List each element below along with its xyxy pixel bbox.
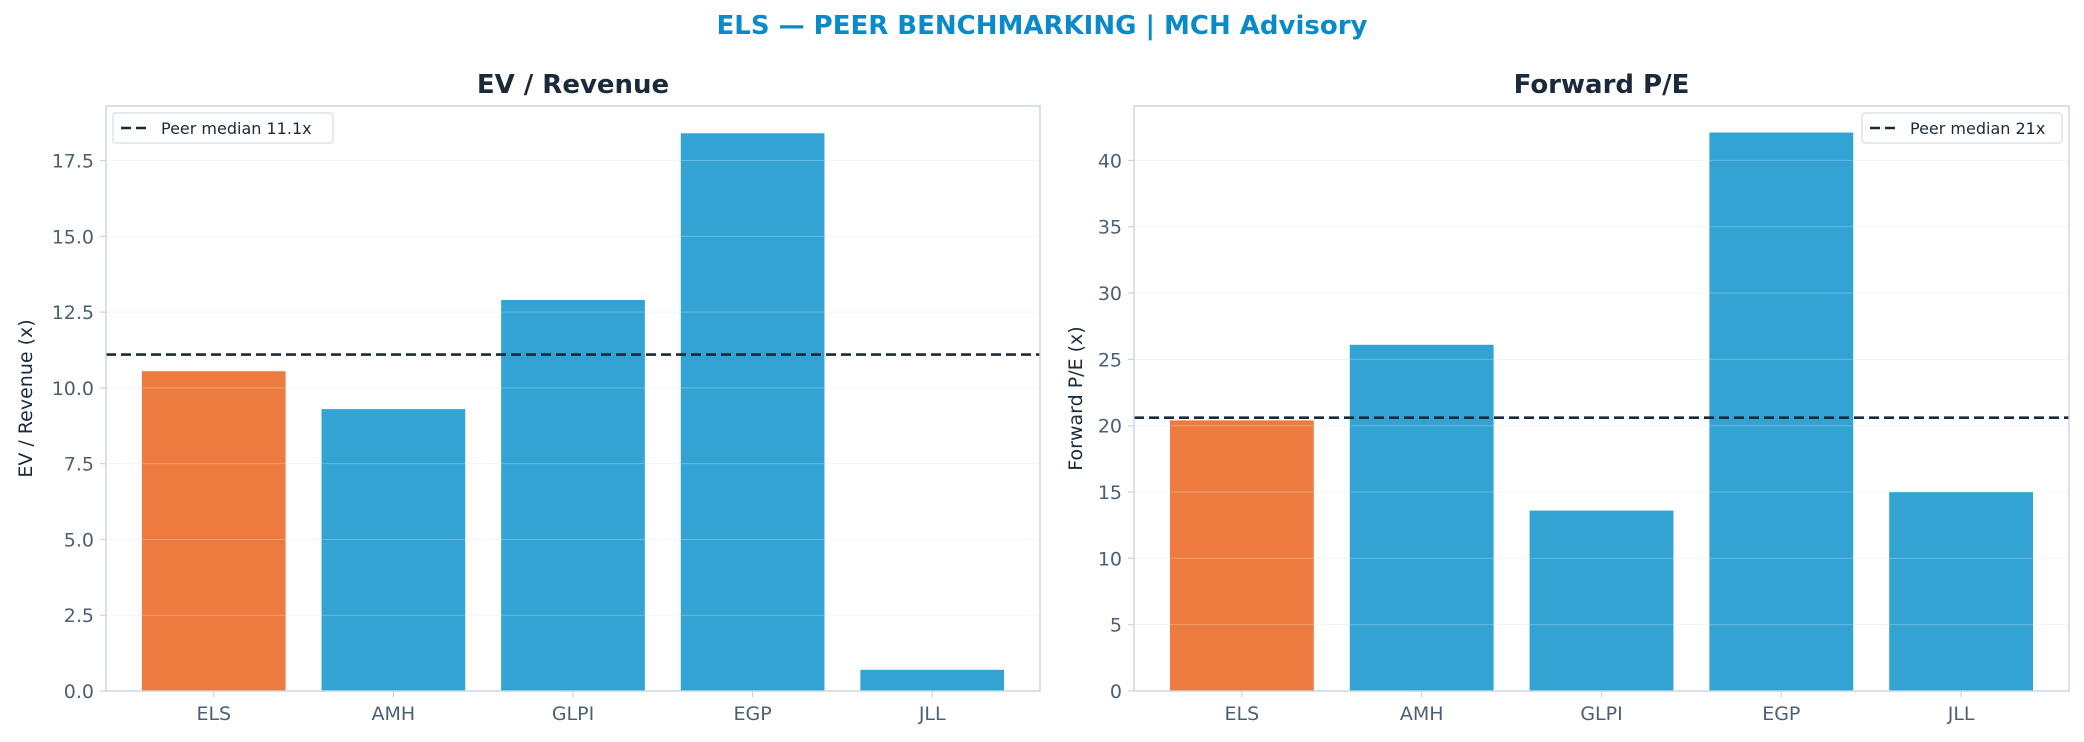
- ev-revenue-ytick-label: 15.0: [52, 226, 94, 248]
- forward-pe-legend-box: [1861, 112, 2063, 144]
- forward-pe-ytick-label: 25: [1098, 349, 1122, 371]
- forward-pe-title: Forward P/E: [1514, 70, 1690, 100]
- forward-pe-ytick-label: 0: [1110, 681, 1122, 703]
- ev-revenue-legend-box: [112, 112, 334, 144]
- forward-pe-ytick-label: 10: [1098, 548, 1122, 570]
- ev-revenue-bar-amh[interactable]: [321, 409, 466, 691]
- ev-revenue-ytick-label: 5.0: [64, 529, 94, 551]
- ev-revenue-ytick-label: 12.5: [52, 302, 94, 324]
- ev-revenue-legend-label: Peer median 11.1x: [161, 119, 312, 138]
- ev-revenue-xtick-label: EGP: [734, 703, 772, 725]
- forward-pe-legend-label: Peer median 21x: [1910, 119, 2045, 138]
- forward-pe-xtick-label: ELS: [1225, 703, 1260, 725]
- forward-pe-bar-glpi[interactable]: [1529, 510, 1674, 691]
- forward-pe-xtick-label: AMH: [1400, 703, 1444, 725]
- forward-pe-legend: Peer median 21x: [1861, 112, 2063, 144]
- ev-revenue-ytick-label: 0.0: [64, 681, 94, 703]
- ev-revenue-ytick-label: 17.5: [52, 151, 94, 173]
- forward-pe-xtick-label: EGP: [1762, 703, 1800, 725]
- ev-revenue-xtick-label: JLL: [918, 703, 946, 725]
- ev-revenue-panel: ELS AMH GLPI EGP JLL 0.0 2.5 5.0 7.5 10.0 12.5 15.0…: [15, 70, 1041, 725]
- forward-pe-xtick-label: JLL: [1947, 703, 1975, 725]
- ev-revenue-bar-glpi[interactable]: [501, 299, 645, 691]
- forward-pe-axes-frame: [1133, 105, 2070, 692]
- ev-revenue-bar-egp[interactable]: [680, 133, 825, 691]
- ev-revenue-xtick-label: GLPI: [552, 703, 594, 725]
- ev-revenue-title: EV / Revenue: [477, 70, 669, 100]
- ev-revenue-axes-frame: [105, 105, 1041, 692]
- forward-pe-panel: ELS AMH GLPI EGP JLL 0 5 10 15 20 25 30 35 40 Forward …: [1065, 70, 2070, 725]
- ev-revenue-legend: Peer median 11.1x: [112, 112, 334, 144]
- ev-revenue-ytick-label: 2.5: [64, 605, 94, 627]
- forward-pe-ytick-label: 5: [1110, 615, 1122, 637]
- forward-pe-ytick-label: 35: [1098, 217, 1122, 239]
- ev-revenue-ytick-label: 10.0: [52, 378, 94, 400]
- forward-pe-bar-amh[interactable]: [1349, 344, 1494, 691]
- forward-pe-ytick-label: 40: [1098, 150, 1122, 172]
- forward-pe-ytick-label: 30: [1098, 283, 1122, 305]
- figure-title: ELS — PEER BENCHMARKING | MCH Advisory: [717, 11, 1368, 41]
- forward-pe-ylabel: Forward P/E (x): [1065, 326, 1087, 470]
- forward-pe-bar-egp[interactable]: [1709, 132, 1854, 691]
- forward-pe-bar-els[interactable]: [1169, 420, 1314, 691]
- forward-pe-ytick-label: 15: [1098, 482, 1122, 504]
- ev-revenue-xtick-label: ELS: [196, 703, 231, 725]
- forward-pe-xtick-label: GLPI: [1580, 703, 1622, 725]
- forward-pe-bar-jll[interactable]: [1889, 492, 2034, 691]
- ev-revenue-bar-jll[interactable]: [860, 669, 1005, 691]
- ev-revenue-ytick-label: 7.5: [64, 454, 94, 476]
- ev-revenue-xtick-label: AMH: [372, 703, 416, 725]
- forward-pe-ytick-label: 20: [1098, 416, 1122, 438]
- ev-revenue-bar-els[interactable]: [141, 371, 286, 691]
- ev-revenue-ylabel: EV / Revenue (x): [15, 319, 37, 477]
